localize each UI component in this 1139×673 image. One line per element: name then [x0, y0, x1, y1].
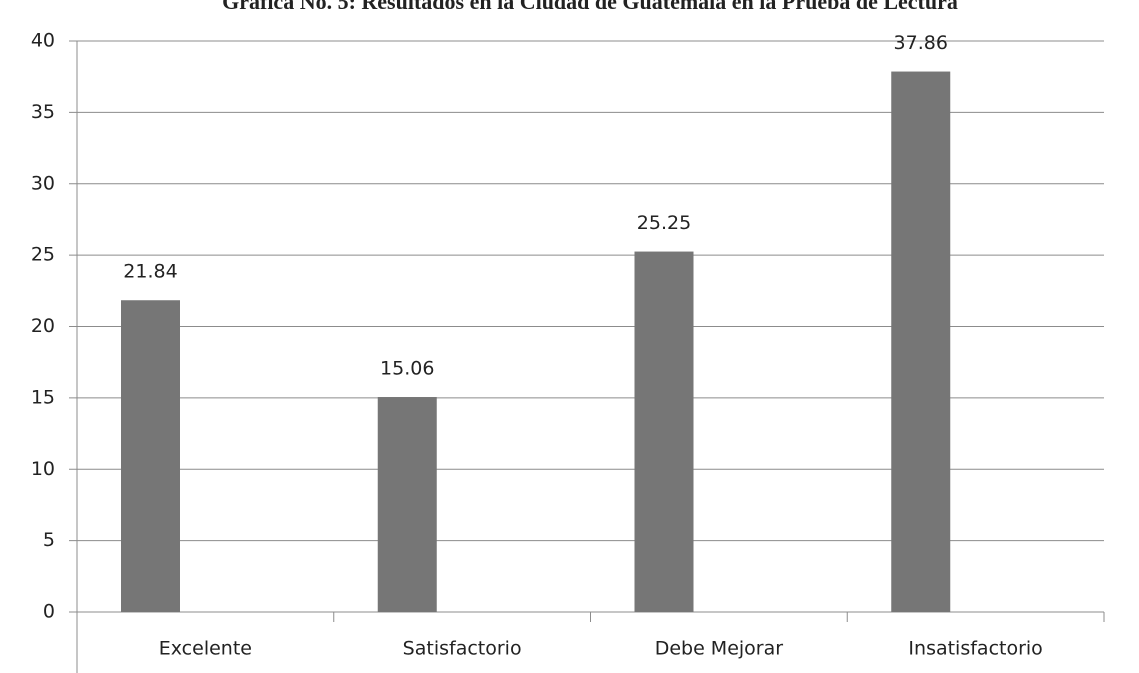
chart-title: Gráfica No. 5: Resultados en la Ciudad d…: [222, 0, 958, 14]
bar: [891, 71, 951, 612]
y-tick-label: 25: [31, 244, 55, 266]
y-tick-label: 15: [31, 386, 55, 408]
y-tick-label: 5: [43, 529, 55, 551]
y-tick-label: 0: [43, 601, 55, 623]
value-label: 21.84: [123, 261, 177, 283]
y-tick-label: 35: [31, 101, 55, 123]
value-label: 25.25: [637, 212, 691, 234]
x-tick-label: Insatisfactorio: [908, 638, 1042, 660]
y-tick-label: 30: [31, 172, 55, 194]
y-tick-label: 20: [31, 315, 55, 337]
bar: [121, 300, 180, 612]
x-tick-label: Satisfactorio: [403, 638, 522, 660]
value-label: 37.86: [894, 32, 948, 54]
y-tick-label: 10: [31, 458, 55, 480]
bar: [377, 397, 437, 612]
bar: [634, 251, 694, 612]
value-label: 15.06: [380, 358, 434, 380]
y-tick-label: 40: [31, 30, 55, 52]
x-tick-label: Excelente: [159, 638, 252, 660]
x-tick-label: Debe Mejorar: [655, 638, 784, 660]
